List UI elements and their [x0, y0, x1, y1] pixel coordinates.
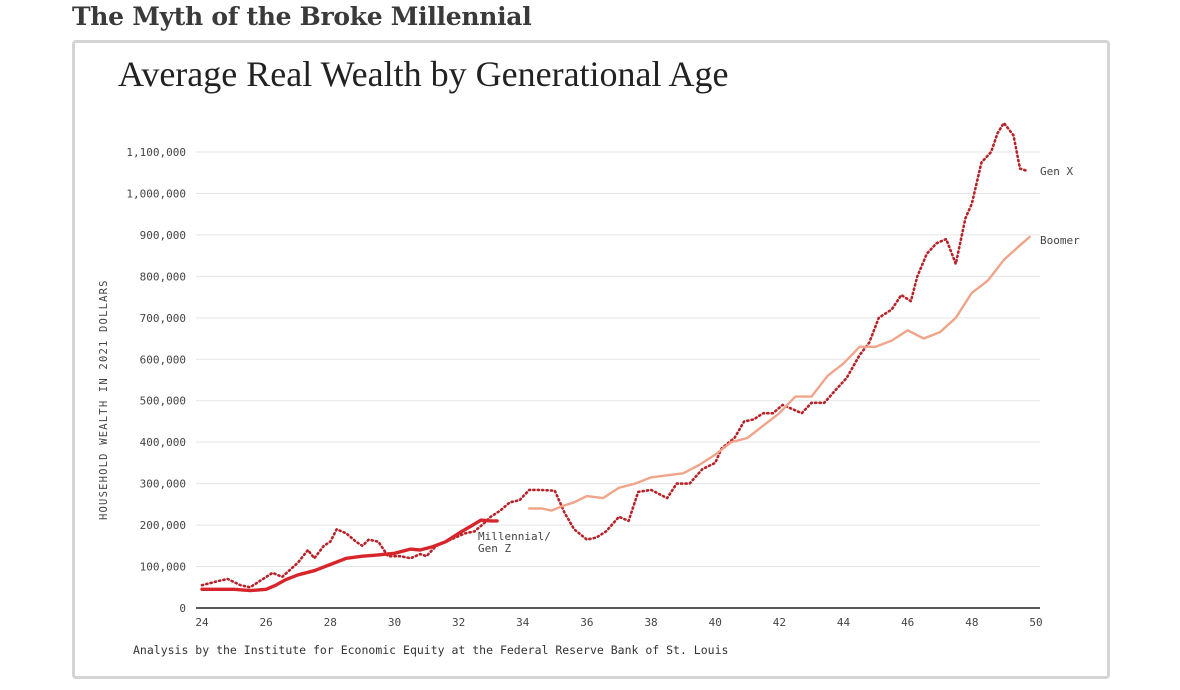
y-tick-label: 600,000: [140, 353, 186, 366]
x-tick-label: 30: [388, 616, 401, 629]
series: [200, 121, 1031, 593]
y-tick-label: 700,000: [140, 312, 186, 325]
page-title: The Myth of the Broke Millennial: [72, 2, 532, 31]
x-tick-label: 42: [773, 616, 786, 629]
x-tick-label: 48: [965, 616, 978, 629]
series-line-millennial-gen-z: [200, 518, 499, 593]
x-tick-label: 50: [1029, 616, 1042, 629]
series-label-gen-z: Gen Z: [478, 542, 511, 555]
series-label-boomer: Boomer: [1040, 234, 1080, 247]
y-tick-label: 200,000: [140, 519, 186, 532]
y-tick-label: 100,000: [140, 561, 186, 574]
x-tick-label: 26: [260, 616, 273, 629]
chart-title: Average Real Wealth by Generational Age: [118, 54, 729, 94]
x-tick-label: 36: [580, 616, 593, 629]
y-tick-label: 0: [179, 602, 186, 615]
series-line-boomer: [528, 235, 1031, 512]
y-tick-label: 300,000: [140, 478, 186, 491]
y-tick-label: 400,000: [140, 436, 186, 449]
y-tick-label: 900,000: [140, 229, 186, 242]
x-tick-label: 46: [901, 616, 914, 629]
y-tick-label: 1,000,000: [126, 187, 186, 200]
x-tick-label: 38: [644, 616, 657, 629]
x-tick-label: 28: [324, 616, 337, 629]
x-tick-label: 34: [516, 616, 530, 629]
series-label-gen-x: Gen X: [1040, 165, 1073, 178]
y-tick-label: 800,000: [140, 270, 186, 283]
y-tick-label: 1,100,000: [126, 146, 186, 159]
series-labels: Gen X Boomer Millennial/Gen Z: [478, 165, 1080, 555]
axes: 0 100,000 200,000 300,000 400,000 500,000 600,…: [126, 146, 1042, 629]
x-tick-label: 44: [837, 616, 851, 629]
y-axis-label: HOUSEHOLD WEALTH IN 2021 DOLLARS: [98, 279, 110, 520]
gridlines: [196, 151, 1040, 568]
x-tick-label: 24: [195, 616, 209, 629]
y-tick-label: 500,000: [140, 395, 186, 408]
x-tick-label: 40: [709, 616, 722, 629]
x-tick-label: 32: [452, 616, 465, 629]
series-line-gen-x: [200, 121, 1028, 589]
series-label-millennial: Millennial/: [478, 530, 551, 543]
footnote: Analysis by the Institute for Economic E…: [133, 643, 728, 657]
